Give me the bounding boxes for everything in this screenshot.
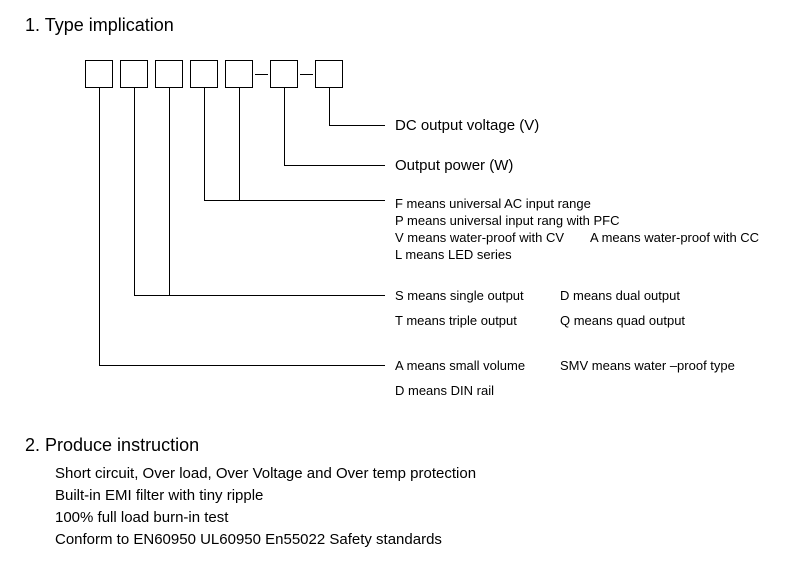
label-dc-output: DC output voltage (V): [395, 117, 539, 134]
instruction-1: Short circuit, Over load, Over Voltage a…: [55, 465, 476, 482]
conn-1-h: [99, 365, 385, 366]
label-d: D means dual output: [560, 288, 680, 303]
type-box-2: [120, 60, 148, 88]
label-v-b: A means water-proof with CC: [590, 230, 759, 245]
label-t: T means triple output: [395, 313, 517, 328]
type-box-7: [315, 60, 343, 88]
conn-6-v: [284, 88, 285, 165]
label-s: S means single output: [395, 288, 524, 303]
label-l: L means LED series: [395, 247, 512, 262]
label-output-power: Output power (W): [395, 157, 513, 174]
conn-6-h: [284, 165, 385, 166]
label-v-a: V means water-proof with CV: [395, 230, 564, 245]
conn-23-h: [134, 295, 385, 296]
conn-4-v: [204, 88, 205, 200]
label-sm: SMV means water –proof type: [560, 358, 735, 373]
label-p: P means universal input rang with PFC: [395, 213, 619, 228]
instruction-4: Conform to EN60950 UL60950 En55022 Safet…: [55, 531, 442, 548]
conn-7-h: [329, 125, 385, 126]
section-1-title: 1. Type implication: [25, 15, 174, 36]
type-box-4: [190, 60, 218, 88]
conn-2-v: [134, 88, 135, 295]
type-box-3: [155, 60, 183, 88]
instruction-3: 100% full load burn-in test: [55, 509, 228, 526]
type-box-5: [225, 60, 253, 88]
conn-45-h: [204, 200, 385, 201]
label-din: D means DIN rail: [395, 383, 494, 398]
label-a: A means small volume: [395, 358, 525, 373]
conn-7-v: [329, 88, 330, 125]
instruction-2: Built-in EMI filter with tiny ripple: [55, 487, 263, 504]
type-box-6: [270, 60, 298, 88]
conn-3-v: [169, 88, 170, 295]
label-f: F means universal AC input range: [395, 196, 591, 211]
dash-1: [255, 74, 268, 75]
dash-2: [300, 74, 313, 75]
conn-5-v: [239, 88, 240, 200]
label-q: Q means quad output: [560, 313, 685, 328]
section-2-title: 2. Produce instruction: [25, 435, 199, 456]
conn-1-v: [99, 88, 100, 365]
type-box-1: [85, 60, 113, 88]
